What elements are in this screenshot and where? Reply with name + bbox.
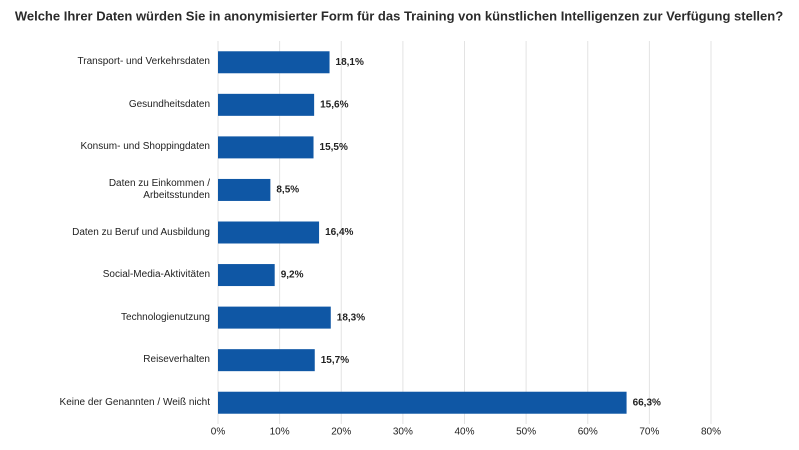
bar xyxy=(218,93,315,116)
value-label: 8,5% xyxy=(276,185,299,196)
value-label: 15,6% xyxy=(320,99,348,110)
bar xyxy=(218,391,627,414)
bar xyxy=(218,178,271,201)
value-label: 18,3% xyxy=(337,312,365,323)
chart-title: Welche Ihrer Daten würden Sie in anonymi… xyxy=(15,8,783,23)
bar xyxy=(218,264,275,287)
value-label: 15,7% xyxy=(321,355,349,366)
x-tick-label: 80% xyxy=(701,427,721,438)
value-label: 66,3% xyxy=(633,397,661,408)
bar xyxy=(218,306,331,329)
value-label: 15,5% xyxy=(320,142,348,153)
bar xyxy=(218,51,330,74)
x-tick-label: 70% xyxy=(639,427,659,438)
bar xyxy=(218,221,320,244)
y-tick-label: Keine der Genannten / Weiß nicht xyxy=(59,396,210,408)
y-tick-label: Daten zu Einkommen / Arbeitsstunden xyxy=(108,177,210,201)
y-tick-label: Daten zu Beruf und Ausbildung xyxy=(72,226,210,238)
x-tick-label: 60% xyxy=(578,427,598,438)
bar xyxy=(218,349,315,372)
y-tick-label: Reiseverhalten xyxy=(143,354,210,366)
x-tick-label: 30% xyxy=(393,427,413,438)
y-tick-label: Transport- und Verkehrsdaten xyxy=(77,56,210,68)
y-tick-label: Technologienutzung xyxy=(121,311,210,323)
bar xyxy=(218,136,314,159)
y-tick-label: Gesundheitsdaten xyxy=(128,98,210,110)
x-tick-label: 40% xyxy=(454,427,474,438)
x-tick-label: 0% xyxy=(211,427,226,438)
x-tick-label: 20% xyxy=(331,427,351,438)
value-label: 18,1% xyxy=(336,57,364,68)
y-tick-label: Social-Media-Aktivitäten xyxy=(102,269,210,281)
value-label: 9,2% xyxy=(281,270,304,281)
x-tick-label: 10% xyxy=(270,427,290,438)
value-label: 16,4% xyxy=(325,227,353,238)
y-tick-label: Konsum- und Shoppingdaten xyxy=(80,141,210,153)
x-tick-label: 50% xyxy=(516,427,536,438)
